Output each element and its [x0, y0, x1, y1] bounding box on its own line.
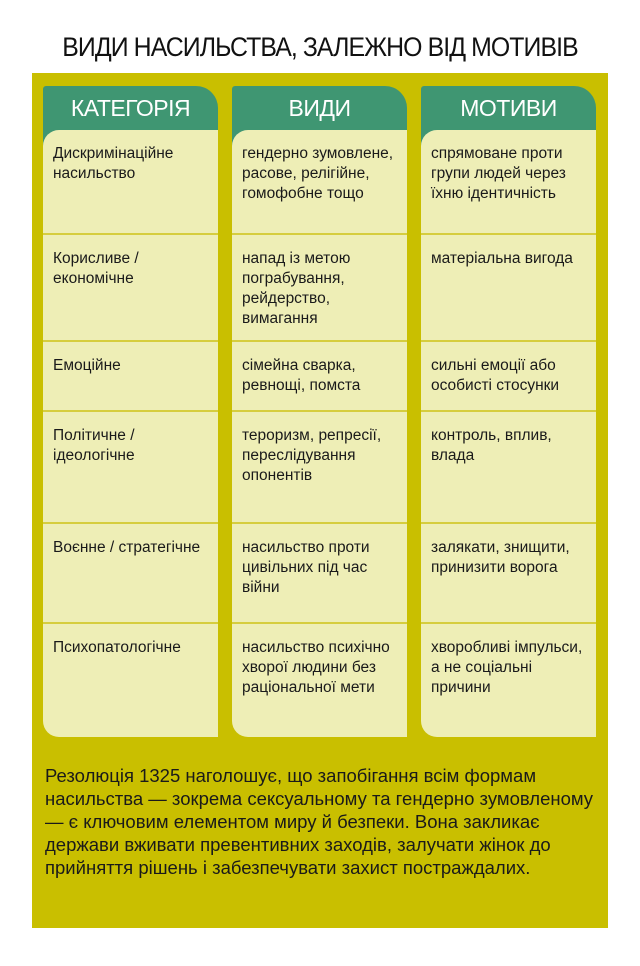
table-cell: спрямоване проти групи людей через їхню … [421, 130, 596, 235]
table-cell: сильні емоції або особисті стосунки [421, 342, 596, 412]
table-cell: гендерно зумовлене, расове, релігійне, г… [232, 130, 407, 235]
table-cell: Емоційне [43, 342, 218, 412]
footer-text: Резолюція 1325 наголошує, що запобігання… [45, 765, 594, 878]
table-cell: хворобливі імпульси, а не соціальні прич… [431, 639, 583, 696]
table-cell: сімейна сварка, ревнощі, помста [232, 342, 407, 412]
table-cell: Дискримінаційне насильство [43, 130, 218, 235]
column-body: Дискримінаційне насильство Корисливе / ек… [43, 130, 218, 737]
table-cell: насильство проти цивільних під час війни [232, 524, 407, 624]
column-header-category: КАТЕГОРІЯ [43, 86, 218, 146]
column-header-motives: МОТИВИ [421, 86, 596, 146]
column-category: КАТЕГОРІЯ Дискримінаційне насильство Корис… [43, 86, 218, 737]
table-cell: Корисливе / економічне [43, 235, 218, 342]
table-cell: насильство психічно хворої людини без ра… [242, 639, 390, 696]
table-cell: тероризм, репресії, переслідування опоне… [232, 412, 407, 524]
table-cell: залякати, знищити, принизити ворога [421, 524, 596, 624]
table-cell: Політичне / ідеологічне [43, 412, 218, 524]
column-types: ВИДИ гендерно зумовлене, расове, релігійн… [232, 86, 407, 737]
column-body: гендерно зумовлене, расове, релігійне, г… [232, 130, 407, 737]
table-cell: матеріальна вигода [421, 235, 596, 342]
table-cell: контроль, вплив, влада [421, 412, 596, 524]
column-header-types: ВИДИ [232, 86, 407, 146]
table-cell: Воєнне / стратегічне [43, 524, 218, 624]
column-motives: МОТИВИ спрямоване проти групи людей через… [421, 86, 596, 737]
column-body: спрямоване проти групи людей через їхню … [421, 130, 596, 737]
page-title: ВИДИ НАСИЛЬСТВА, ЗАЛЕЖНО ВІД МОТИВІВ [62, 32, 578, 62]
table-panel: КАТЕГОРІЯ Дискримінаційне насильство Корис… [32, 73, 608, 928]
table-cell: Психопатологічне [53, 639, 181, 656]
table-cell: напад із метою пограбування, рейдерство,… [232, 235, 407, 342]
